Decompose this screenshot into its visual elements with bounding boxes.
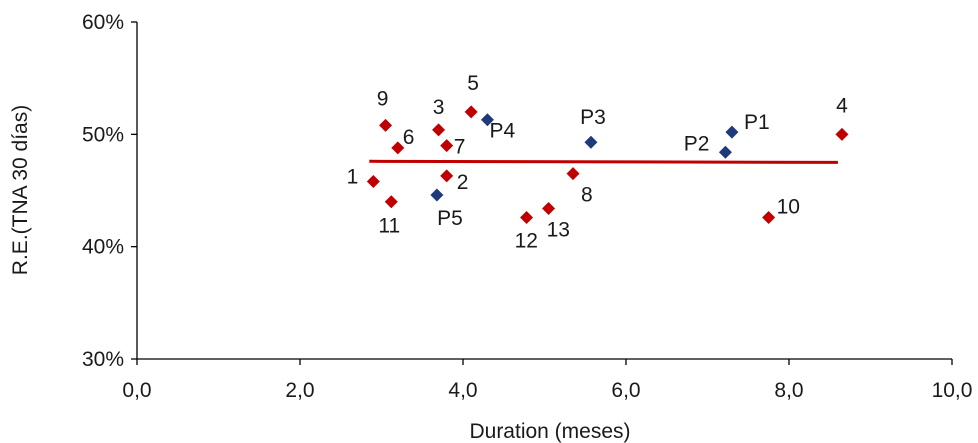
data-point-p3 bbox=[584, 135, 598, 149]
data-point-p1 bbox=[725, 125, 739, 139]
point-label-1: 1 bbox=[347, 166, 359, 189]
data-point-7 bbox=[440, 139, 454, 153]
point-label-7: 7 bbox=[454, 136, 466, 159]
y-axis-title: R.E.(TNA 30 días) bbox=[9, 105, 32, 275]
point-label-13: 13 bbox=[547, 218, 570, 241]
x-tick-label: 6,0 bbox=[611, 379, 640, 402]
point-label-5: 5 bbox=[467, 72, 479, 95]
y-tick-label: 50% bbox=[82, 123, 124, 146]
point-label-p4: P4 bbox=[489, 120, 515, 143]
data-point-2 bbox=[440, 169, 454, 183]
x-tick-label: 10,0 bbox=[932, 379, 973, 402]
data-point-p5 bbox=[430, 188, 444, 202]
data-point-13 bbox=[542, 201, 556, 215]
point-label-11: 11 bbox=[378, 215, 400, 238]
y-tick-label: 30% bbox=[82, 348, 124, 371]
trend-line bbox=[369, 159, 838, 164]
data-point-4 bbox=[835, 127, 849, 141]
point-label-9: 9 bbox=[377, 87, 389, 110]
data-point-5 bbox=[464, 105, 478, 119]
data-point-12 bbox=[520, 210, 534, 224]
y-tick-label: 60% bbox=[82, 11, 124, 34]
x-tick-label: 8,0 bbox=[774, 379, 803, 402]
x-axis-title: Duration (meses) bbox=[469, 420, 630, 443]
data-point-10 bbox=[762, 210, 776, 224]
data-points bbox=[366, 105, 849, 224]
point-label-8: 8 bbox=[581, 184, 593, 207]
tick-labels: 0,0 2,0 4,0 6,0 8,0 10,0 30% 40% 50% 60% bbox=[82, 11, 972, 402]
trend-line-group bbox=[369, 159, 838, 164]
data-point-1 bbox=[366, 175, 380, 189]
data-point-p2 bbox=[718, 145, 732, 159]
point-label-p3: P3 bbox=[580, 106, 606, 129]
point-label-12: 12 bbox=[515, 229, 538, 252]
x-tick-label: 2,0 bbox=[285, 379, 314, 402]
x-tick-label: 0,0 bbox=[122, 379, 151, 402]
x-tick-label: 4,0 bbox=[448, 379, 477, 402]
point-label-3: 3 bbox=[433, 96, 445, 119]
data-point-8 bbox=[566, 167, 580, 181]
point-label-4: 4 bbox=[836, 94, 848, 117]
point-label-6: 6 bbox=[403, 126, 415, 149]
data-point-3 bbox=[432, 123, 446, 137]
point-label-p5: P5 bbox=[437, 207, 463, 230]
y-tick-label: 40% bbox=[82, 236, 124, 259]
point-label-p1: P1 bbox=[744, 111, 770, 134]
point-label-10: 10 bbox=[777, 195, 800, 218]
data-point-11 bbox=[384, 195, 398, 209]
point-label-p2: P2 bbox=[684, 132, 710, 155]
data-point-9 bbox=[379, 118, 393, 132]
data-point-6 bbox=[391, 141, 405, 155]
data-point-p4 bbox=[480, 113, 494, 127]
point-label-2: 2 bbox=[457, 171, 469, 194]
axes bbox=[136, 22, 952, 360]
